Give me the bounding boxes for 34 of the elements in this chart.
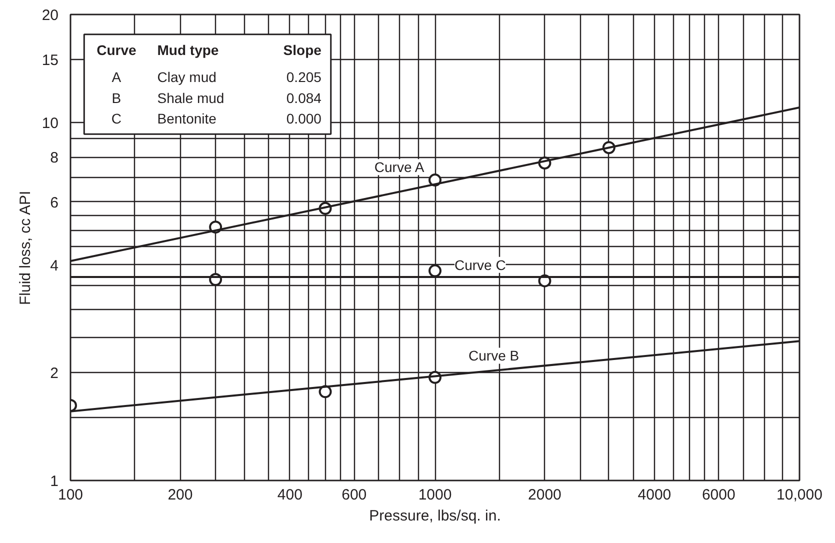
annotation: Mud type — [157, 42, 219, 58]
y-tick-label: 1 — [50, 473, 58, 490]
annotation: Curve B — [468, 348, 520, 364]
annotation: Curve C — [454, 256, 506, 273]
annotation: Bentonite — [157, 110, 217, 126]
annotation: Slope — [283, 42, 322, 58]
y-tick-label: 10 — [42, 114, 59, 132]
x-tick-label: 6000 — [702, 486, 736, 504]
y-tick-label: 20 — [42, 7, 59, 24]
annotation: B — [112, 90, 122, 106]
y-tick-label: 15 — [42, 52, 59, 69]
x-tick-label: 600 — [342, 486, 367, 504]
x-tick-label: 10,000 — [776, 486, 822, 504]
y-tick-label: 2 — [50, 365, 58, 382]
annotation: Shale mud — [157, 90, 224, 106]
annotation: A — [112, 68, 122, 85]
x-tick-label: 4000 — [638, 486, 672, 504]
y-tick-label: 4 — [50, 257, 58, 274]
annotation: Curve — [96, 42, 137, 58]
annotation: 0.084 — [286, 90, 322, 106]
x-tick-label: 200 — [168, 486, 193, 504]
x-tick-label: 2000 — [528, 486, 562, 504]
x-tick-label: 100 — [58, 486, 84, 504]
y-tick-label: 8 — [50, 150, 58, 167]
annotation: 0.000 — [286, 110, 322, 126]
annotation: Curve A — [374, 159, 425, 176]
annotation: C — [111, 110, 122, 126]
x-tick-label: 400 — [277, 486, 302, 504]
x-tick-label: 1000 — [418, 486, 452, 504]
annotation: 0.205 — [286, 68, 322, 85]
x-axis-title: Pressure, lbs/sq. in. — [369, 508, 501, 524]
annotation: Clay mud — [157, 68, 216, 85]
y-tick-label: 6 — [50, 194, 58, 212]
y-axis-title: Fluid loss, cc API — [16, 190, 34, 306]
